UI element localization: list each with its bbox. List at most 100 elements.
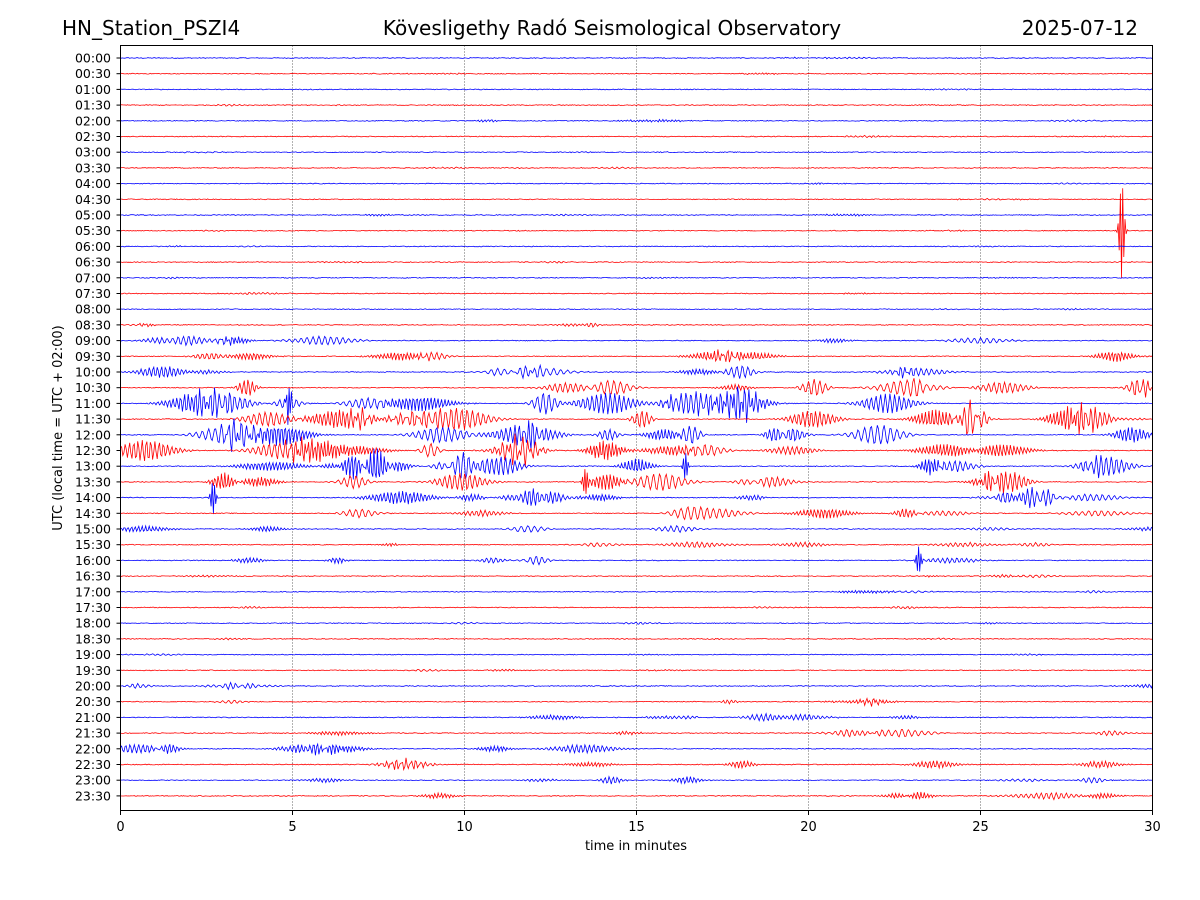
row-label: 19:30 (75, 663, 111, 678)
row-label: 06:30 (75, 255, 111, 270)
x-tick-label: 20 (800, 820, 817, 835)
trace-2130 (120, 728, 1153, 738)
trace-1400 (120, 483, 1153, 514)
row-label: 14:30 (75, 506, 111, 521)
trace-2000 (120, 681, 1153, 691)
trace-0930 (120, 349, 1153, 363)
row-label: 16:00 (75, 553, 111, 568)
row-label: 09:30 (75, 349, 111, 364)
row-label: 10:00 (75, 365, 111, 380)
row-label: 03:00 (75, 145, 111, 160)
row-label: 20:30 (75, 694, 111, 709)
trace-1130 (120, 399, 1153, 435)
trace-2200 (120, 742, 1153, 756)
row-label: 08:30 (75, 317, 111, 332)
trace-2030 (120, 697, 1153, 707)
x-tick-label: 30 (1144, 820, 1161, 835)
row-label: 14:00 (75, 490, 111, 505)
trace-1030 (120, 378, 1153, 398)
trace-0730 (120, 292, 1153, 295)
trace-1430 (120, 505, 1153, 521)
trace-0100 (120, 88, 1153, 91)
trace-1900 (120, 653, 1153, 656)
trace-1600 (120, 546, 1153, 572)
trace-0430 (120, 198, 1153, 201)
trace-1930 (120, 668, 1153, 672)
row-label: 12:30 (75, 443, 111, 458)
trace-0900 (120, 335, 1153, 347)
trace-1530 (120, 540, 1153, 549)
row-label: 13:30 (75, 474, 111, 489)
x-tick-label: 0 (116, 820, 124, 835)
trace-1700 (120, 589, 1153, 595)
row-label: 04:30 (75, 192, 111, 207)
trace-0630 (120, 260, 1153, 264)
y-axis: 00:0000:3001:0001:3002:0002:3003:0003:30… (75, 51, 121, 803)
row-label: 08:00 (75, 302, 111, 317)
trace-0230 (120, 134, 1153, 139)
trace-0600 (120, 244, 1153, 248)
row-label: 00:30 (75, 66, 111, 81)
row-label: 13:00 (75, 459, 111, 474)
trace-0400 (120, 182, 1153, 185)
row-label: 22:00 (75, 741, 111, 756)
chart-title: Kövesligethy Radó Seismological Observat… (382, 16, 842, 40)
row-label: 00:00 (75, 51, 111, 66)
trace-0300 (120, 151, 1153, 154)
seismogram-traces (120, 56, 1153, 801)
trace-1500 (120, 524, 1153, 534)
trace-1100 (120, 386, 1153, 425)
trace-1800 (120, 621, 1153, 625)
trace-0000 (120, 56, 1153, 60)
x-tick-label: 5 (288, 820, 296, 835)
x-tick-label: 15 (628, 820, 645, 835)
row-label: 22:30 (75, 757, 111, 772)
row-label: 10:30 (75, 380, 111, 395)
trace-1300 (120, 448, 1153, 480)
row-label: 15:00 (75, 522, 111, 537)
row-label: 11:00 (75, 396, 111, 411)
row-label: 20:00 (75, 679, 111, 694)
trace-1000 (120, 363, 1153, 380)
row-label: 09:00 (75, 333, 111, 348)
trace-1730 (120, 605, 1153, 610)
row-label: 21:30 (75, 726, 111, 741)
trace-1330 (120, 469, 1153, 495)
row-label: 12:00 (75, 427, 111, 442)
row-label: 17:00 (75, 584, 111, 599)
row-label: 02:30 (75, 129, 111, 144)
row-label: 23:30 (75, 788, 111, 803)
row-label: 11:30 (75, 412, 111, 427)
row-label: 01:30 (75, 98, 111, 113)
row-label: 17:30 (75, 600, 111, 615)
x-axis-label: time in minutes (585, 839, 687, 854)
row-label: 03:30 (75, 160, 111, 175)
trace-0330 (120, 166, 1153, 170)
chart-date: 2025-07-12 (1021, 16, 1138, 40)
row-label: 04:00 (75, 176, 111, 191)
row-label: 19:00 (75, 647, 111, 662)
y-axis-label: UTC (local time = UTC + 02:00) (51, 325, 66, 530)
row-label: 18:00 (75, 616, 111, 631)
trace-1830 (120, 637, 1153, 641)
row-label: 01:00 (75, 82, 111, 97)
row-label: 18:30 (75, 631, 111, 646)
trace-0500 (120, 213, 1153, 217)
row-label: 21:00 (75, 710, 111, 725)
trace-2100 (120, 712, 1153, 723)
trace-1230 (120, 433, 1153, 467)
trace-0800 (120, 307, 1153, 311)
row-label: 07:30 (75, 286, 111, 301)
row-label: 05:00 (75, 208, 111, 223)
trace-2230 (120, 757, 1153, 772)
trace-0200 (120, 118, 1153, 123)
trace-0700 (120, 276, 1153, 280)
trace-0530 (120, 188, 1153, 279)
trace-2330 (120, 791, 1153, 801)
row-label: 06:00 (75, 239, 111, 254)
trace-1630 (120, 573, 1153, 579)
trace-2300 (120, 775, 1153, 785)
row-label: 15:30 (75, 537, 111, 552)
row-label: 16:30 (75, 569, 111, 584)
